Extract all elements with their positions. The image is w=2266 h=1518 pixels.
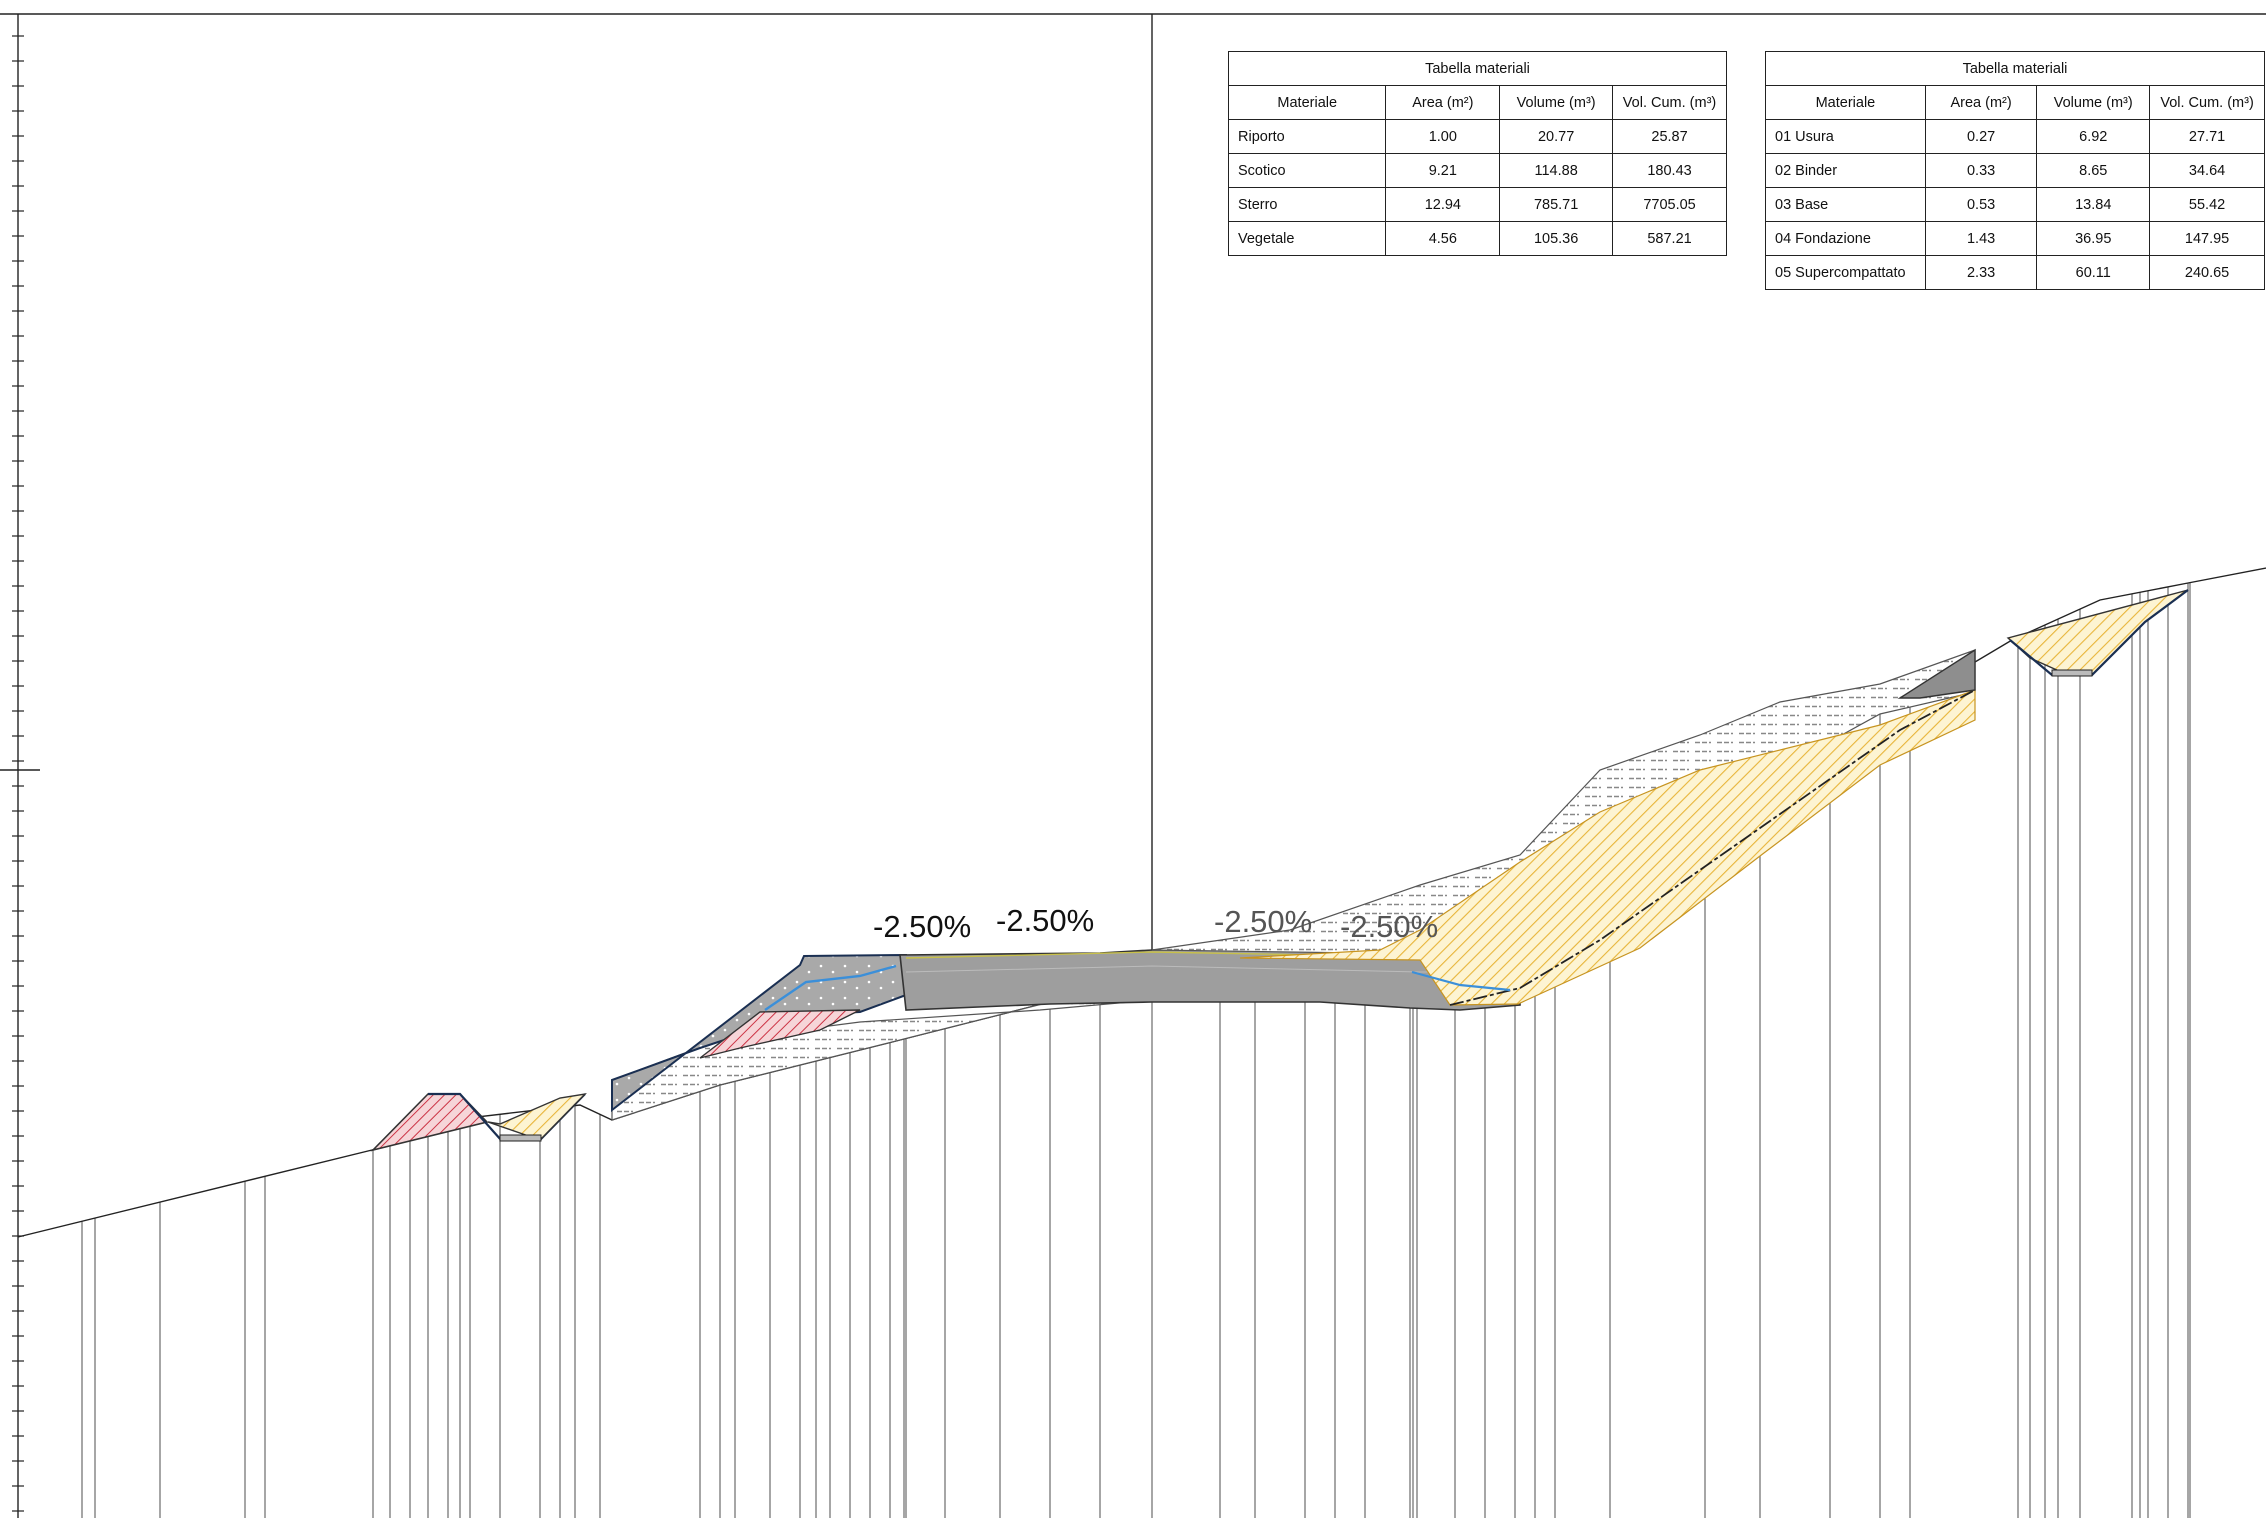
table-row: 05 Supercompattato 2.33 60.11 240.65 xyxy=(1765,255,2265,290)
volume-cell: 785.71 xyxy=(1499,187,1614,222)
cum-volume-cell: 240.65 xyxy=(2149,255,2265,290)
cum-volume-cell: 34.64 xyxy=(2149,153,2265,188)
volume-cell: 8.65 xyxy=(2036,153,2151,188)
area-cell: 1.00 xyxy=(1385,119,1501,154)
volume-cell: 114.88 xyxy=(1499,153,1614,188)
frame-lines xyxy=(0,13,2266,1518)
area-cell: 0.27 xyxy=(1924,119,2038,154)
column-header: Area (m²) xyxy=(1385,85,1501,120)
area-cell: 1.43 xyxy=(1924,221,2038,256)
cum-volume-cell: 587.21 xyxy=(1612,221,1727,256)
right-cut-area xyxy=(1239,689,1976,1006)
table-row: 02 Binder 0.33 8.65 34.64 xyxy=(1765,153,2265,188)
material-name: 05 Supercompattato xyxy=(1765,255,1926,290)
right-cut-line xyxy=(1449,689,1976,1006)
area-cell: 2.33 xyxy=(1924,255,2038,290)
volume-cell: 13.84 xyxy=(2036,187,2151,222)
column-header: Materiale xyxy=(1765,85,1926,120)
left-ditch-bottom-bar xyxy=(499,1134,542,1142)
volume-cell: 105.36 xyxy=(1499,221,1614,256)
table-title: Tabella materiali xyxy=(1228,51,1727,86)
left-ditch-cut xyxy=(487,1092,587,1141)
right-edge-cap xyxy=(1897,648,1976,699)
table-row: 03 Base 0.53 13.84 55.42 xyxy=(1765,187,2265,222)
table-row: Vegetale 4.56 105.36 587.21 xyxy=(1227,221,1727,256)
area-cell: 0.53 xyxy=(1924,187,2038,222)
table-row: Riporto 1.00 20.77 25.87 xyxy=(1227,119,1727,154)
column-header: Materiale xyxy=(1227,85,1387,120)
material-name: 02 Binder xyxy=(1765,153,1926,188)
slope-label-1: -2.50% xyxy=(873,909,971,944)
material-name: Sterro xyxy=(1227,187,1387,222)
table-row: Scotico 9.21 114.88 180.43 xyxy=(1227,153,1727,188)
column-header: Vol. Cum. (m³) xyxy=(2149,85,2265,120)
volume-cell: 36.95 xyxy=(2036,221,2151,256)
table-row: 01 Usura 0.27 6.92 27.71 xyxy=(1765,119,2265,154)
column-header: Volume (m³) xyxy=(2036,85,2151,120)
cum-volume-cell: 25.87 xyxy=(1612,119,1727,154)
cum-volume-cell: 180.43 xyxy=(1612,153,1727,188)
slope-label-3: -2.50% xyxy=(1214,904,1312,939)
volume-cell: 6.92 xyxy=(2036,119,2151,154)
left-layer-line xyxy=(764,964,897,1011)
volume-cell: 20.77 xyxy=(1499,119,1614,154)
area-cell: 4.56 xyxy=(1385,221,1501,256)
left-riporto xyxy=(699,1009,861,1059)
column-header: Volume (m³) xyxy=(1499,85,1614,120)
area-cell: 9.21 xyxy=(1385,153,1501,188)
materials-table-pavement: Tabella materiali Materiale Area (m²) Vo… xyxy=(1765,51,2265,290)
material-name: 04 Fondazione xyxy=(1765,221,1926,256)
table-row: 04 Fondazione 1.43 36.95 147.95 xyxy=(1765,221,2265,256)
left-bank-scotico xyxy=(611,999,1153,1121)
station-lines xyxy=(81,583,2191,1518)
material-name: Riporto xyxy=(1227,119,1387,154)
right-ditch-bottom-bar xyxy=(2051,669,2093,677)
table-title: Tabella materiali xyxy=(1765,51,2265,86)
column-header: Vol. Cum. (m³) xyxy=(1612,85,1727,120)
cum-volume-cell: 27.71 xyxy=(2149,119,2265,154)
area-cell: 0.33 xyxy=(1924,153,2038,188)
area-cell: 12.94 xyxy=(1385,187,1501,222)
material-name: 03 Base xyxy=(1765,187,1926,222)
right-layer-line xyxy=(1411,970,1511,992)
scale-ticks xyxy=(12,35,24,1512)
slope-label-2: -2.50% xyxy=(996,903,1094,938)
column-header: Area (m²) xyxy=(1924,85,2038,120)
volume-cell: 60.11 xyxy=(2036,255,2151,290)
cum-volume-cell: 7705.05 xyxy=(1612,187,1727,222)
materials-table-earthworks: Tabella materiali Materiale Area (m²) Vo… xyxy=(1227,51,1727,256)
cum-volume-cell: 55.42 xyxy=(2149,187,2265,222)
cum-volume-cell: 147.95 xyxy=(2149,221,2265,256)
material-name: Vegetale xyxy=(1227,221,1387,256)
slope-label-4: -2.50% xyxy=(1340,909,1438,944)
material-name: 01 Usura xyxy=(1765,119,1926,154)
material-name: Scotico xyxy=(1227,153,1387,188)
table-row: Sterro 12.94 785.71 7705.05 xyxy=(1227,187,1727,222)
